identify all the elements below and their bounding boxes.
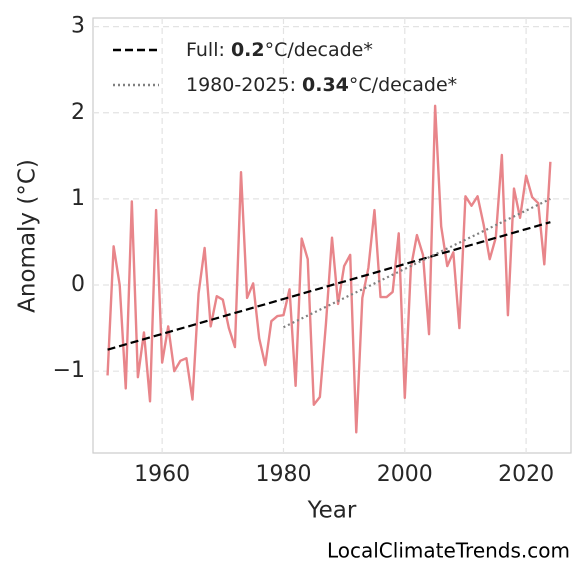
legend-text: 0.34 [302,74,349,96]
y-tick-label: 2 [71,100,85,125]
anomaly-line [106,104,552,434]
plot-frame [92,17,572,454]
y-tick-label: 0 [71,272,85,297]
x-tick-label: 1980 [255,462,311,487]
trend-line [282,197,551,329]
x-axis-label: Year [307,498,357,524]
x-tick-label: 2000 [377,462,433,487]
legend-text: 1980-2025: [186,74,302,96]
x-tick-label: 1960 [134,462,190,487]
y-axis-label: Anomaly (°C) [15,159,41,313]
y-tick-label: −1 [53,358,85,383]
legend-text: °C/decade* [349,74,457,96]
y-tick-label: 3 [71,14,85,39]
x-tick-label: 2020 [498,462,554,487]
legend-entry: Full: 0.2°C/decade* [186,39,373,61]
trend-line [107,221,551,351]
legend-text: °C/decade* [265,39,373,61]
legend-text: 0.2 [231,39,265,61]
y-tick-label: 1 [71,186,85,211]
legend-entry: 1980-2025: 0.34°C/decade* [186,74,457,96]
legend-text: Full: [186,39,231,61]
watermark: LocalClimateTrends.com [327,539,570,563]
